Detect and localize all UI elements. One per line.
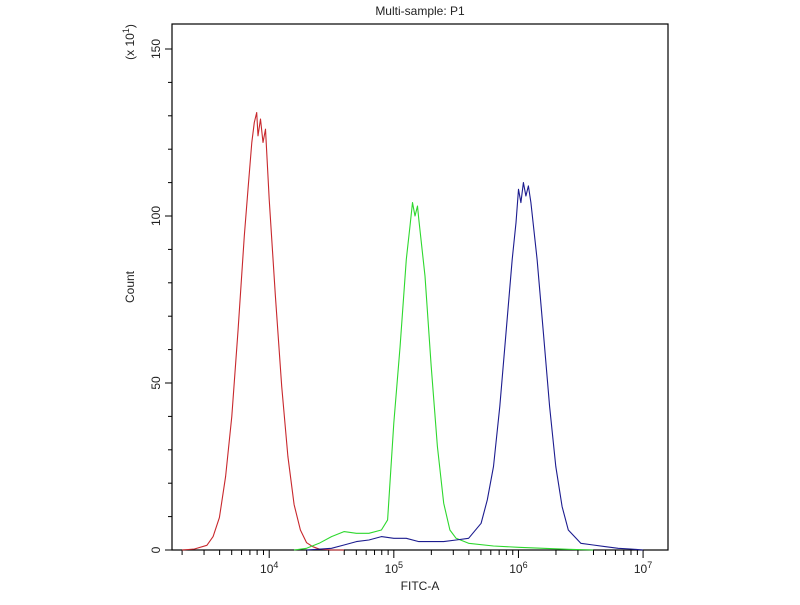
y-multiplier-label: (x 101) xyxy=(121,24,137,60)
y-tick-label: 0 xyxy=(149,546,163,553)
plot-frame xyxy=(171,23,669,551)
x-axis-label: FITC-A xyxy=(401,579,440,593)
x-tick-label: 105 xyxy=(385,560,403,576)
y-axis: 0 50 100 150 xyxy=(149,39,172,553)
x-tick-label: 106 xyxy=(509,560,527,576)
histogram-series-green xyxy=(294,202,594,551)
y-axis-label: Count xyxy=(123,270,137,303)
y-tick-label: 100 xyxy=(149,206,163,226)
x-tick-label: 107 xyxy=(634,560,652,576)
y-tick-label: 150 xyxy=(149,39,163,59)
x-tick-label: 104 xyxy=(260,560,278,576)
histogram-series-blue xyxy=(306,182,644,551)
histogram-curves xyxy=(181,111,644,551)
y-tick-label: 50 xyxy=(149,376,163,390)
x-axis: 104 105 106 107 xyxy=(181,550,652,576)
chart-title: Multi-sample: P1 xyxy=(375,4,465,18)
histogram-series-red xyxy=(181,111,344,551)
svg-text:(x 101): (x 101) xyxy=(121,24,137,60)
